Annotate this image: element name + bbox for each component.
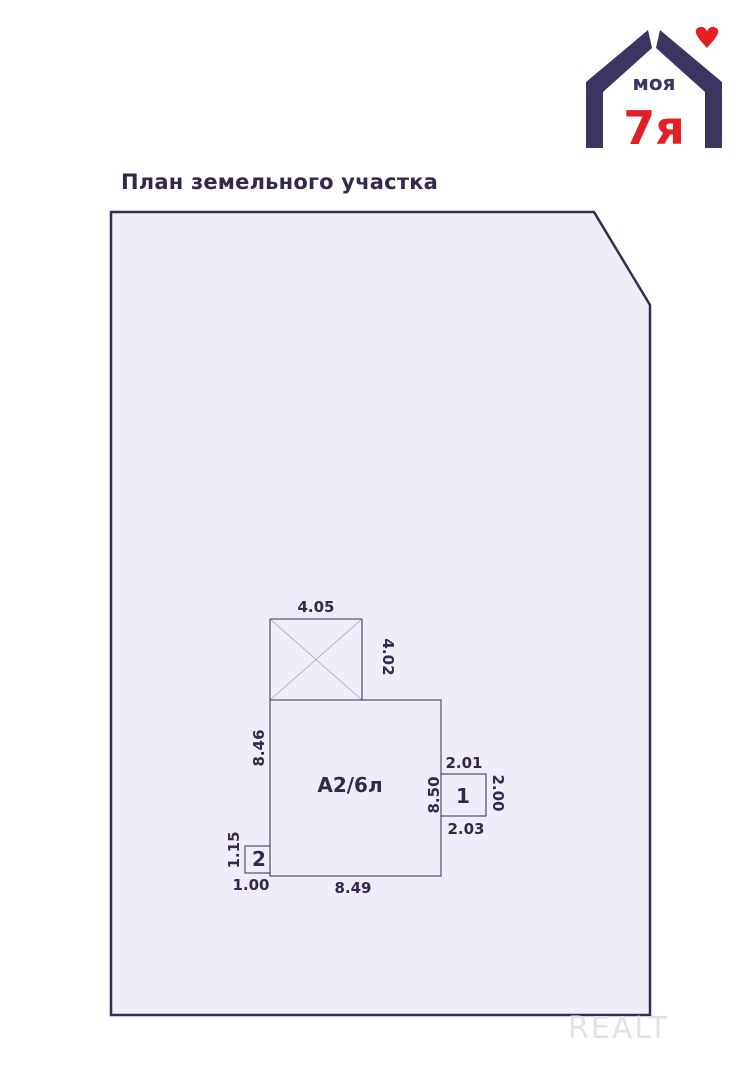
dim-annex2-left: 1.15 [225,831,243,868]
watermark: REALT [568,1011,669,1046]
dim-crossed-right: 4.02 [379,638,397,675]
dim-annex1-right: 2.00 [489,774,507,811]
dim-main-bottom: 8.49 [334,879,371,897]
plot-boundary [109,210,652,1017]
heart-icon [695,26,719,48]
main-building-label: А2/6л [317,773,382,797]
page-title: План земельного участка [121,170,439,194]
dim-annex1-top: 2.01 [445,754,482,772]
logo: моя 7я [586,26,722,155]
dim-main-right: 8.50 [425,776,443,813]
annex-2-label: 2 [252,847,266,871]
svg-text:7я: 7я [623,101,685,155]
dim-crossed-top: 4.05 [297,598,334,616]
dim-main-left: 8.46 [250,729,268,766]
annex-1-label: 1 [456,784,470,808]
svg-text:моя: моя [633,71,676,95]
annex-2 [244,845,271,874]
dim-annex2-bottom: 1.00 [232,876,269,894]
annex-1 [440,773,487,817]
dim-annex1-bottom: 2.03 [447,820,484,838]
